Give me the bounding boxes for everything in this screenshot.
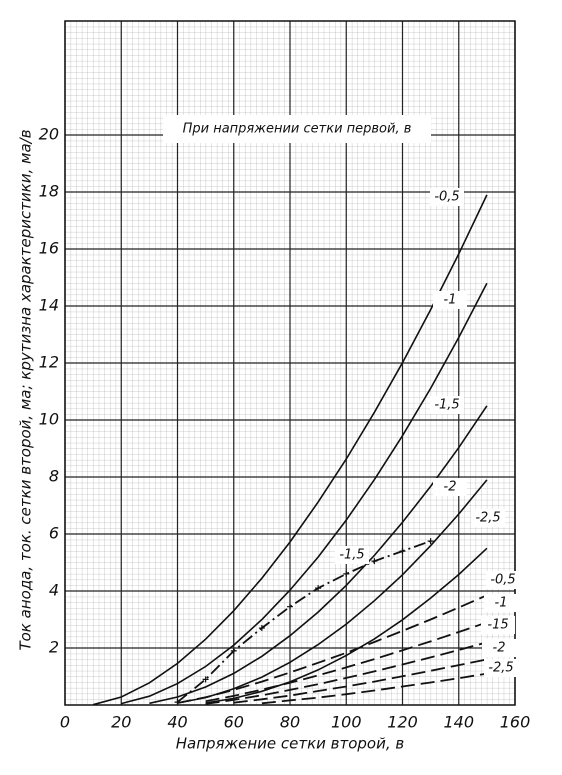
cross-marker [315,585,322,592]
x-axis-label: Напряжение сетки второй, в [176,735,405,753]
label-background [433,478,467,496]
curve [92,194,488,706]
curve [121,282,488,705]
curve [205,641,488,705]
curve [261,672,488,705]
x-tick-label: 20 [111,713,131,732]
x-tick-label: 140 [443,713,474,732]
label-background [433,291,467,309]
cross-marker [174,699,181,706]
y-tick-label: 4 [49,581,59,600]
curve-label: -1 [444,293,457,308]
cross-marker [202,676,209,683]
curve-label: -0,5 [434,190,459,205]
label-background [484,659,518,677]
label-background [482,639,516,657]
y-tick-label: 8 [49,467,59,486]
x-tick-label: 80 [280,713,300,732]
cross-marker [343,570,350,577]
curve-label: -1,5 [434,398,459,413]
label-background [430,396,464,414]
label-background [335,546,369,564]
cross-marker [258,625,265,632]
curve [176,540,431,703]
curve-label: -1 [495,596,508,611]
cross-marker [427,538,434,545]
cross-marker [371,558,378,565]
y-tick-label: 14 [39,296,59,315]
x-tick-label: 40 [167,713,187,732]
cross-marker [287,603,293,610]
y-tick-label: 10 [39,410,59,429]
curve [205,621,488,703]
curve-label: -1,5 [339,548,364,563]
y-tick-label: 16 [39,239,59,258]
x-tick-label: 120 [387,713,418,732]
label-background [486,571,520,589]
cross-marker [230,647,237,654]
annotation: При напряжении сетки первой, в [183,122,412,137]
y-tick-label: 2 [49,638,59,657]
y-tick-label: 20 [39,125,59,144]
curve-label: -2 [444,480,457,495]
annotation-box [163,115,431,143]
x-tick-label: 60 [224,713,244,732]
curve [177,594,488,704]
curve-label: -15 [487,618,508,633]
plot-frame [64,20,516,706]
label-background [471,509,505,527]
y-tick-label: 12 [39,353,59,372]
curves [92,194,488,706]
curve-label: -2,5 [488,661,513,676]
curve [205,547,488,704]
y-tick-label: 6 [49,524,59,543]
label-background [430,188,464,206]
curve [149,405,488,705]
curve-label: -2 [493,641,506,656]
x-tick-label: 160 [500,713,531,732]
curve [233,658,488,704]
curve-label: -2,5 [475,511,500,526]
y-axis-label: Ток анода, ток. сетки второй, ма; крутиз… [17,129,35,650]
label-background [484,594,518,612]
y-tick-label: 18 [39,182,59,201]
label-background [481,616,515,634]
curve-label: -0,5 [490,573,515,588]
x-tick-label: 100 [331,713,362,732]
labels: 0 20 40 60 80 100 120 140 160 2 4 6 8 10 12 14 16 18 20 -0,… [39,125,531,732]
x-tick-label: 0 [60,713,70,732]
cross-marker [399,548,406,555]
